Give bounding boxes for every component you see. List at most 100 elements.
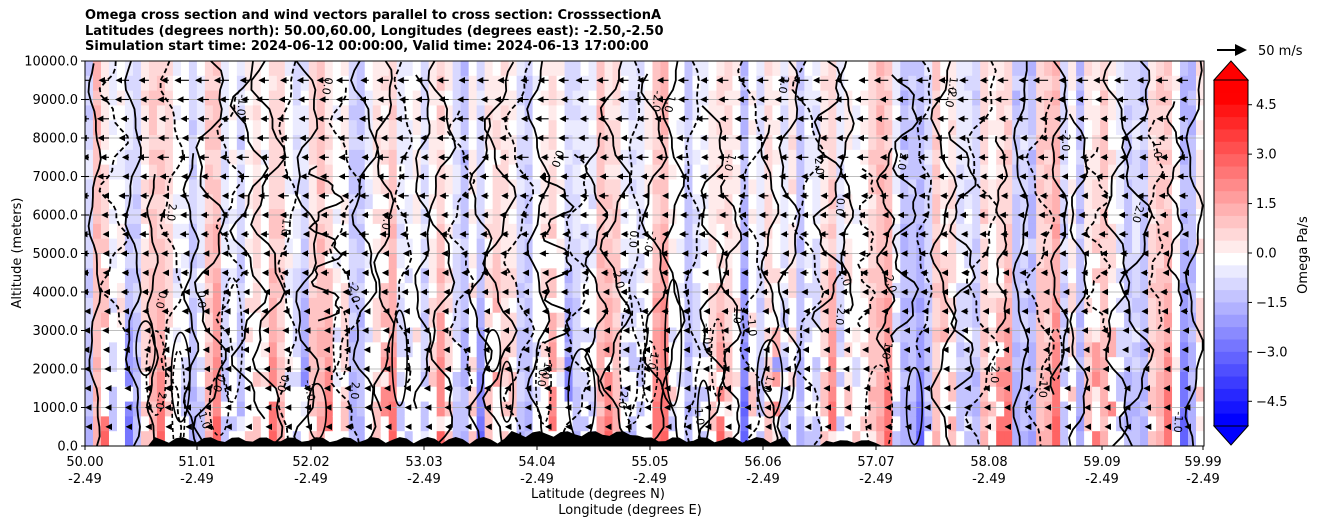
omega-cell [1148,401,1157,417]
omega-cell [1180,327,1189,343]
omega-cell [908,164,917,181]
omega-cell [1012,327,1021,343]
omega-cell [164,238,174,255]
omega-cell [996,135,1005,151]
omega-cell [1060,61,1069,77]
omega-cell [1108,431,1117,446]
omega-cell [484,179,494,195]
omega-cell [988,431,997,446]
omega-cell [1108,312,1117,329]
omega-cell [204,371,214,388]
omega-cell [196,90,206,107]
omega-cell [300,431,310,446]
omega-cell [1156,416,1165,432]
omega-cell [124,238,134,255]
omega-cell [348,312,358,329]
omega-cell [628,342,638,358]
omega-cell [532,401,542,417]
omega-cell [276,312,286,329]
omega-cell [196,120,206,136]
contour-label: -2.0 [942,85,960,109]
omega-cell [1188,357,1197,373]
omega-cell [956,238,965,255]
omega-cell [684,223,694,240]
omega-cell [164,253,174,269]
omega-cell [1108,357,1117,373]
omega-cell [876,312,885,329]
omega-cell [428,342,438,358]
omega-cell [764,431,773,446]
omega-cell [884,61,893,77]
omega-cell [812,61,821,77]
omega-cell [988,120,997,136]
omega-cell [716,416,726,432]
omega-cell [252,327,262,343]
omega-cell [588,342,598,358]
omega-cell [604,149,614,166]
omega-cell [852,61,861,77]
omega-cell [932,268,941,284]
omega-cell [988,357,997,373]
omega-cell [1172,223,1181,240]
omega-cell [548,342,558,358]
omega-cell [948,179,957,195]
omega-cell [348,416,358,432]
omega-cell [484,416,494,432]
omega-cell [1124,253,1133,269]
omega-cell [476,283,486,299]
omega-cell [164,135,174,151]
omega-cell [92,371,102,388]
omega-cell [1068,75,1077,92]
omega-cell [1052,164,1061,181]
omega-cell [1116,209,1125,225]
omega-cell [284,401,294,417]
omega-cell [468,312,478,329]
omega-cell [388,342,398,358]
omega-cell [300,386,310,403]
omega-cell [156,357,166,373]
omega-cell [1092,223,1101,240]
omega-cell [1092,164,1101,181]
omega-cell [1020,135,1029,151]
omega-cell [564,75,574,92]
omega-cell [468,135,478,151]
omega-cell [1052,342,1061,358]
omega-cell [668,105,678,121]
omega-cell [1052,105,1061,121]
omega-cell [612,268,622,284]
omega-cell [924,179,933,195]
omega-cell [428,61,438,77]
omega-cell [668,253,678,269]
omega-cell [772,75,781,92]
positive-contour [307,165,345,322]
omega-cell [300,135,310,151]
omega-cell [268,223,278,240]
omega-cell [1116,386,1125,403]
omega-cell [116,327,126,343]
omega-cell [636,164,646,181]
omega-cell [892,61,901,77]
negative-contour [627,61,642,446]
omega-cell [1124,238,1133,255]
x-tick-label-lat: 51.01 [178,455,215,470]
omega-cell [964,268,973,284]
omega-cell [476,179,486,195]
omega-cell [180,164,190,181]
omega-cell [572,386,582,403]
omega-cell [276,431,286,446]
omega-cell [588,357,598,373]
omega-cell [388,283,398,299]
omega-cell [196,135,206,151]
omega-cell [108,105,118,121]
omega-cell [524,327,534,343]
omega-cell [852,401,861,417]
omega-cell [1052,312,1061,329]
omega-cell [548,209,558,225]
omega-cell [972,223,981,240]
omega-cell [964,297,973,314]
omega-cell [932,283,941,299]
omega-cell [252,297,262,314]
colorbar-extend-max [1212,60,1250,81]
omega-cell [1004,371,1013,388]
omega-cell [436,312,446,329]
